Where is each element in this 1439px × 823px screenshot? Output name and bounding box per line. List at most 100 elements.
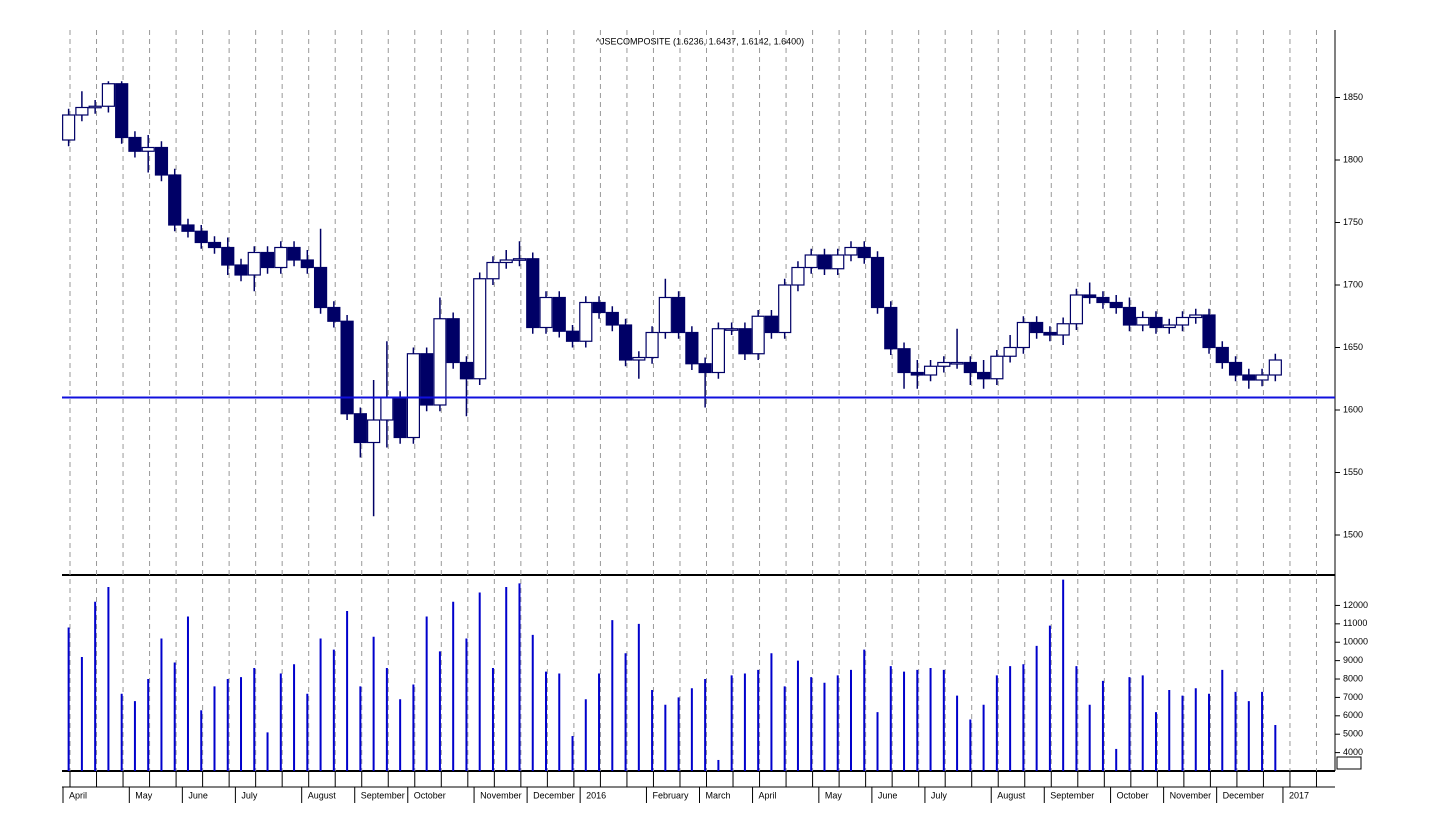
scale-box <box>1336 756 1362 770</box>
candle-body <box>194 230 208 244</box>
candle-body <box>1030 321 1044 334</box>
candle-body <box>950 361 964 365</box>
x-tick-label: April <box>69 790 87 800</box>
candle-body <box>645 331 659 359</box>
candle-body <box>459 361 474 380</box>
candle-body <box>764 315 779 334</box>
x-tick-label: December <box>1223 790 1265 800</box>
candle-body <box>751 315 765 355</box>
candle-body <box>433 318 447 406</box>
candle-body <box>141 146 155 152</box>
candle-body <box>1149 316 1163 329</box>
candle-body <box>1242 374 1256 381</box>
y-tick-label: 10000 <box>1343 637 1368 647</box>
candle-body <box>698 363 712 374</box>
x-tick-label: April <box>759 790 777 800</box>
candle-body <box>658 296 672 334</box>
candle-body <box>247 251 261 276</box>
y-tick-label: 1600 <box>1343 404 1363 414</box>
candle-body <box>1122 306 1137 326</box>
y-tick-label: 6000 <box>1343 710 1363 720</box>
candle-body <box>1136 316 1150 326</box>
candle-body <box>738 328 752 355</box>
candle-body <box>685 331 699 365</box>
x-tick-label: May <box>825 790 843 800</box>
candle-body <box>791 266 805 286</box>
candle-body <box>618 324 633 361</box>
x-tick-label: May <box>135 790 153 800</box>
candle-body <box>976 371 991 380</box>
y-tick-label: 1500 <box>1343 529 1363 539</box>
y-tick-label: 1700 <box>1343 279 1363 289</box>
candle-body <box>300 259 314 269</box>
candle-body <box>115 83 129 139</box>
candle-body <box>1175 316 1190 326</box>
candle-body <box>592 301 606 314</box>
candle-body <box>168 174 182 226</box>
candle-body <box>1016 321 1030 349</box>
candle-body <box>128 136 142 152</box>
candle-body <box>711 328 725 374</box>
candle-body <box>1003 346 1017 357</box>
candle-body <box>1096 296 1110 304</box>
candle-body <box>1069 294 1084 325</box>
candle-body <box>380 396 394 421</box>
candle-body <box>632 356 646 361</box>
candle-body <box>923 365 938 376</box>
candle-body <box>446 318 460 364</box>
candle-body <box>804 254 818 269</box>
y-tick-label: 9000 <box>1343 655 1363 665</box>
x-tick-label: 2016 <box>586 790 606 800</box>
candle-body <box>778 284 792 334</box>
x-tick-label: December <box>533 790 575 800</box>
candle-body <box>486 261 500 280</box>
candle-body <box>565 330 580 342</box>
candle-body <box>897 348 911 374</box>
y-tick-label: 4000 <box>1343 747 1363 757</box>
candle-body <box>313 266 328 309</box>
candle-body <box>154 146 169 176</box>
x-tick-label: 2017 <box>1289 790 1309 800</box>
candle-body <box>1083 294 1097 299</box>
candle-body <box>579 301 593 342</box>
x-tick-label: October <box>1117 790 1149 800</box>
candle-body <box>512 258 527 261</box>
candle-body <box>963 361 977 374</box>
candle-body <box>725 328 739 331</box>
candle-body <box>181 224 195 232</box>
y-tick-label: 1750 <box>1343 217 1363 227</box>
candle-body <box>1189 314 1203 319</box>
y-tick-label: 1650 <box>1343 342 1363 352</box>
y-tick-label: 7000 <box>1343 692 1363 702</box>
candle-body <box>817 254 832 270</box>
candle-body <box>1109 301 1123 309</box>
candle-body <box>1255 374 1269 381</box>
x-tick-label: July <box>241 790 258 800</box>
candle-body <box>1202 314 1216 349</box>
candle-body <box>62 114 76 141</box>
candle-body <box>844 246 858 256</box>
candle-body <box>499 259 513 264</box>
candle-body <box>101 83 116 107</box>
y-tick-label: 11000 <box>1343 618 1367 628</box>
candle-body <box>1215 346 1229 364</box>
y-tick-label: 8000 <box>1343 673 1363 683</box>
x-tick-label: February <box>652 790 689 800</box>
candle-body <box>910 371 924 376</box>
candle-body <box>526 258 540 329</box>
candle-body <box>1043 331 1057 336</box>
candle-body <box>260 251 275 269</box>
x-tick-label: August <box>308 790 337 800</box>
candle-body <box>88 105 102 109</box>
candle-body <box>393 396 407 439</box>
x-tick-label: August <box>997 790 1026 800</box>
x-tick-label: June <box>878 790 898 800</box>
candle-body <box>353 413 367 444</box>
candle-body <box>234 264 248 276</box>
candle-body <box>990 355 1004 380</box>
candle-body <box>937 361 951 367</box>
candle-body <box>327 306 341 322</box>
x-tick-label: July <box>931 790 948 800</box>
candle-body <box>831 254 845 270</box>
